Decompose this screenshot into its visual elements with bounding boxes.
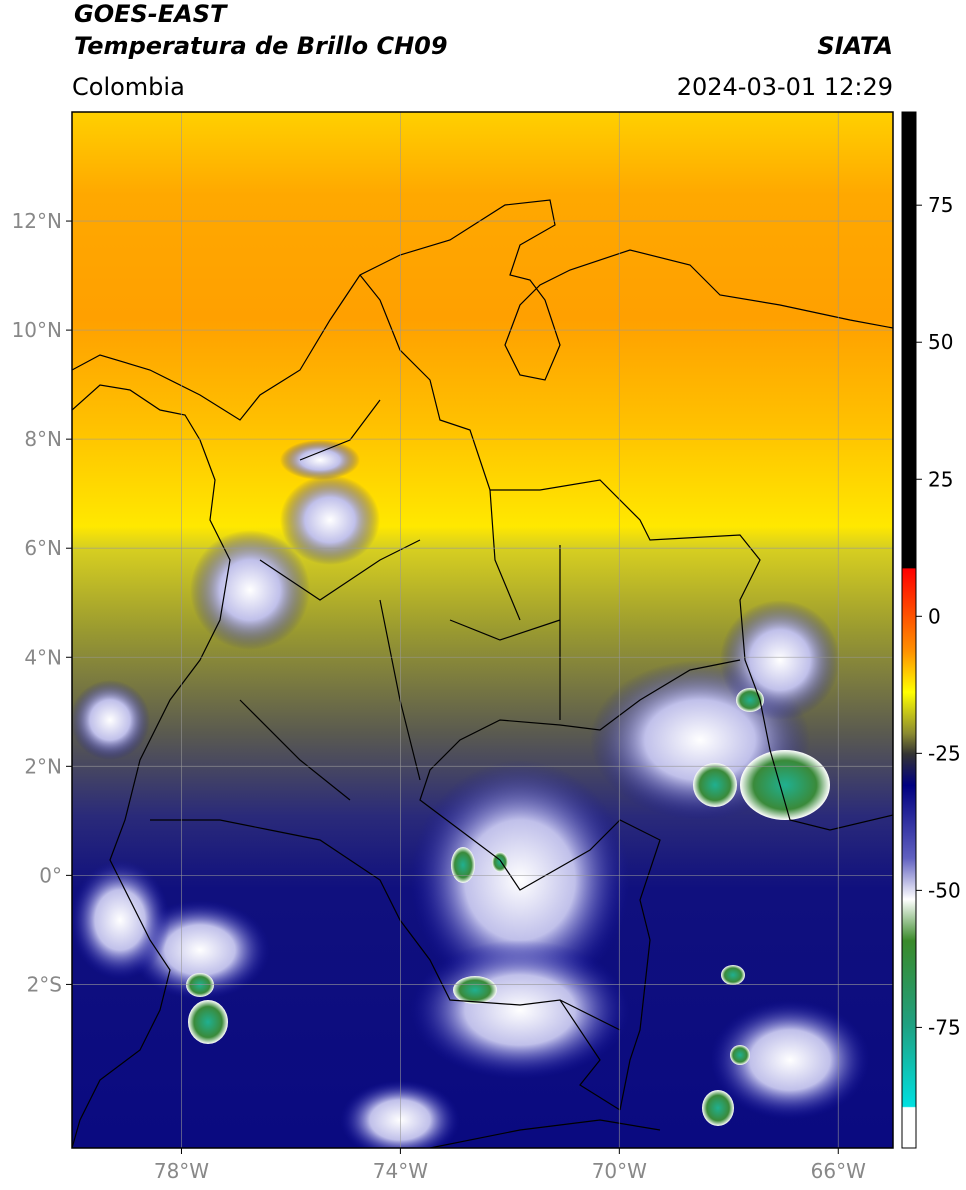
ticks: 12°N 10°N 8°N 6°N 4°N 2°N 0° 2°S 78°W 74°W 70°W 66°…: [12, 193, 961, 1183]
region: Colombia: [72, 73, 185, 101]
colorbar-tick-label: 50: [928, 330, 953, 354]
lon-tick-label: 74°W: [373, 1159, 428, 1183]
colorbar-tick-label: 0: [928, 604, 941, 628]
colorbar-tick-label: 25: [928, 467, 953, 491]
source: SIATA: [817, 32, 893, 60]
lat-tick-label: 6°N: [24, 536, 62, 560]
lon-tick-label: 78°W: [154, 1159, 209, 1183]
lat-tick-label: 2°N: [24, 754, 62, 778]
satellite-image: [72, 112, 893, 1148]
colorbar-tick-label: -25: [928, 741, 961, 765]
lat-tick-label: 8°N: [24, 427, 62, 451]
lat-tick-label: 4°N: [24, 645, 62, 669]
colorbar-tick-label: 75: [928, 193, 953, 217]
cold-cores: [186, 688, 830, 1126]
graticule: [72, 112, 893, 1148]
lat-tick-label: 2°S: [27, 972, 62, 996]
colorbar-tick-label: -50: [928, 878, 961, 902]
lon-tick-label: 70°W: [592, 1159, 647, 1183]
lat-tick-label: 10°N: [12, 318, 62, 342]
lat-tick-label: 12°N: [12, 209, 62, 233]
title-line2: Temperatura de Brillo CH09: [74, 32, 448, 60]
lon-tick-label: 66°W: [811, 1159, 866, 1183]
colorbar-tick-label: -75: [928, 1015, 961, 1039]
colorbar: [901, 111, 917, 1149]
map-frame: [71, 111, 894, 1149]
datetime: 2024-03-01 12:29: [677, 73, 893, 101]
lat-tick-label: 0°: [39, 863, 62, 887]
title-line1: GOES-EAST: [74, 0, 228, 28]
